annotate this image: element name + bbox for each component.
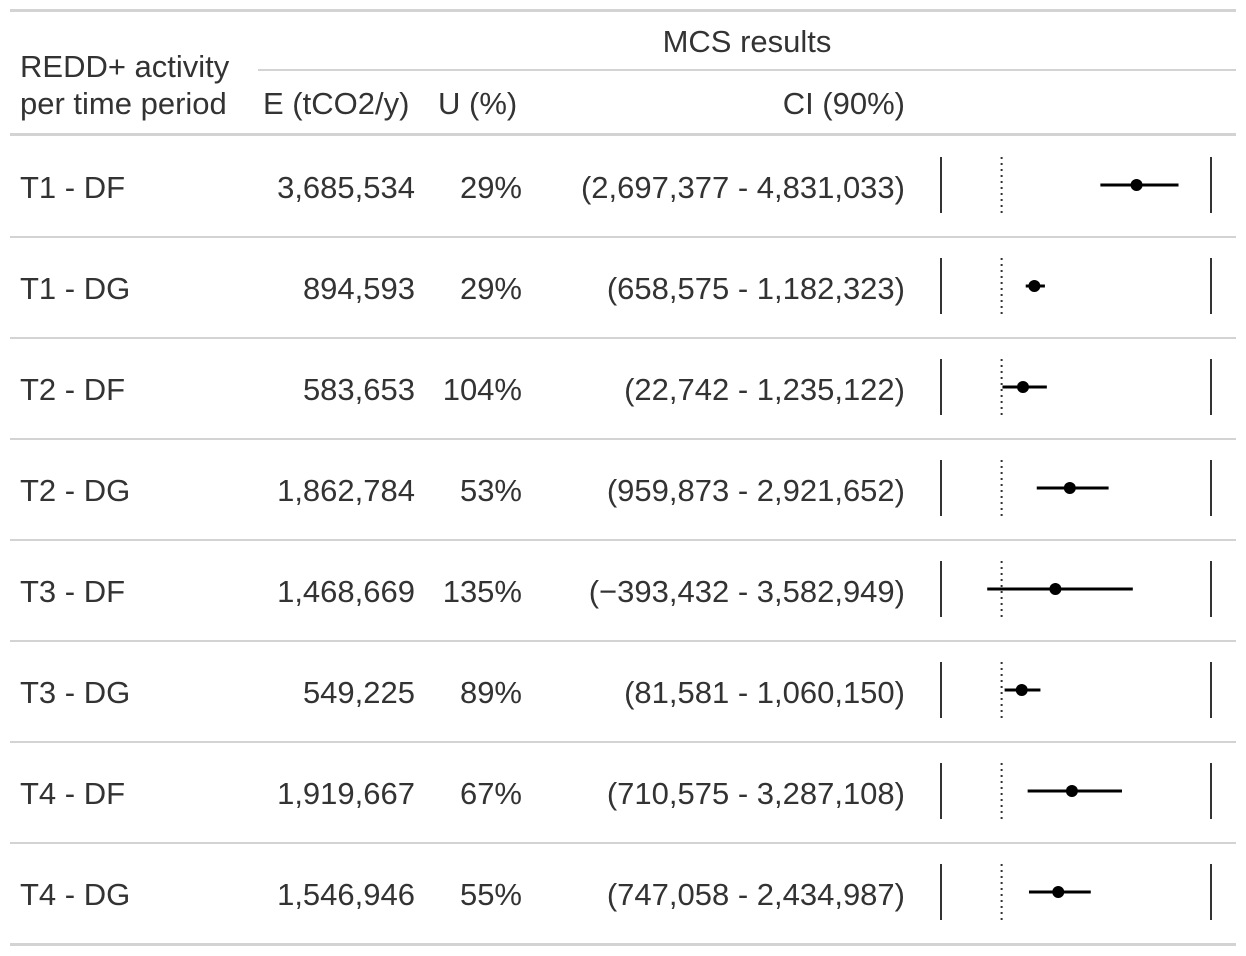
point-estimate [1063,482,1076,494]
cell-e: 1,919,667 [277,776,415,811]
cell-e: 1,468,669 [277,574,415,609]
cell-activity: T1 - DF [20,170,126,205]
point-estimate [1049,583,1062,595]
cell-u: 55% [459,877,522,912]
row-separator [10,741,1236,743]
cell-activity: T4 - DF [20,776,126,811]
group-label-mcs-results: MCS results [662,24,832,59]
point-estimate [1052,886,1065,898]
cell-u: 29% [459,271,522,306]
cell-u: 89% [459,675,522,710]
cell-e: 1,546,946 [277,877,415,912]
top-rule [10,9,1236,12]
cell-ci: (81,581 - 1,060,150) [624,675,905,710]
point-estimate [1015,684,1028,696]
group-underline [258,69,1236,71]
cell-ci: (710,575 - 3,287,108) [606,776,905,811]
cell-u: 53% [459,473,522,508]
col-header-activity-line2: per time period [20,86,227,121]
cell-activity: T3 - DF [20,574,126,609]
cell-ci: (658,575 - 1,182,323) [606,271,905,306]
cell-u: 135% [442,574,522,609]
forest-plot [940,157,1212,920]
cell-e: 3,685,534 [277,170,415,205]
row-separator [10,640,1236,642]
row-separator [10,438,1236,440]
row-separator [10,236,1236,238]
cell-u: 104% [442,372,522,407]
cell-activity: T3 - DG [20,675,131,710]
cell-activity: T4 - DG [20,877,131,912]
cell-u: 67% [459,776,522,811]
cell-ci: (959,873 - 2,921,652) [606,473,905,508]
cell-e: 549,225 [302,675,415,710]
row-separator [10,539,1236,541]
row-separator [10,337,1236,339]
col-header-u: U (%) [438,86,518,121]
cell-activity: T2 - DF [20,372,126,407]
cell-ci: (22,742 - 1,235,122) [624,372,905,407]
header-rule [10,133,1236,136]
point-estimate [1016,381,1029,393]
point-estimate [1065,785,1078,797]
col-header-e: E (tCO2/y) [263,86,410,121]
cell-activity: T1 - DG [20,271,131,306]
cell-e: 1,862,784 [277,473,415,508]
cell-ci: (747,058 - 2,434,987) [606,877,905,912]
col-header-ci: CI (90%) [782,86,905,121]
bottom-rule [10,943,1236,946]
cell-ci: (2,697,377 - 4,831,033) [580,170,905,205]
point-estimate [1028,280,1041,292]
cell-ci: (−393,432 - 3,582,949) [588,574,905,609]
row-separator [10,842,1236,844]
cell-e: 583,653 [302,372,415,407]
cell-activity: T2 - DG [20,473,131,508]
cell-u: 29% [459,170,522,205]
cell-e: 894,593 [302,271,415,306]
col-header-activity-line1: REDD+ activity [20,49,230,84]
point-estimate [1130,179,1143,191]
